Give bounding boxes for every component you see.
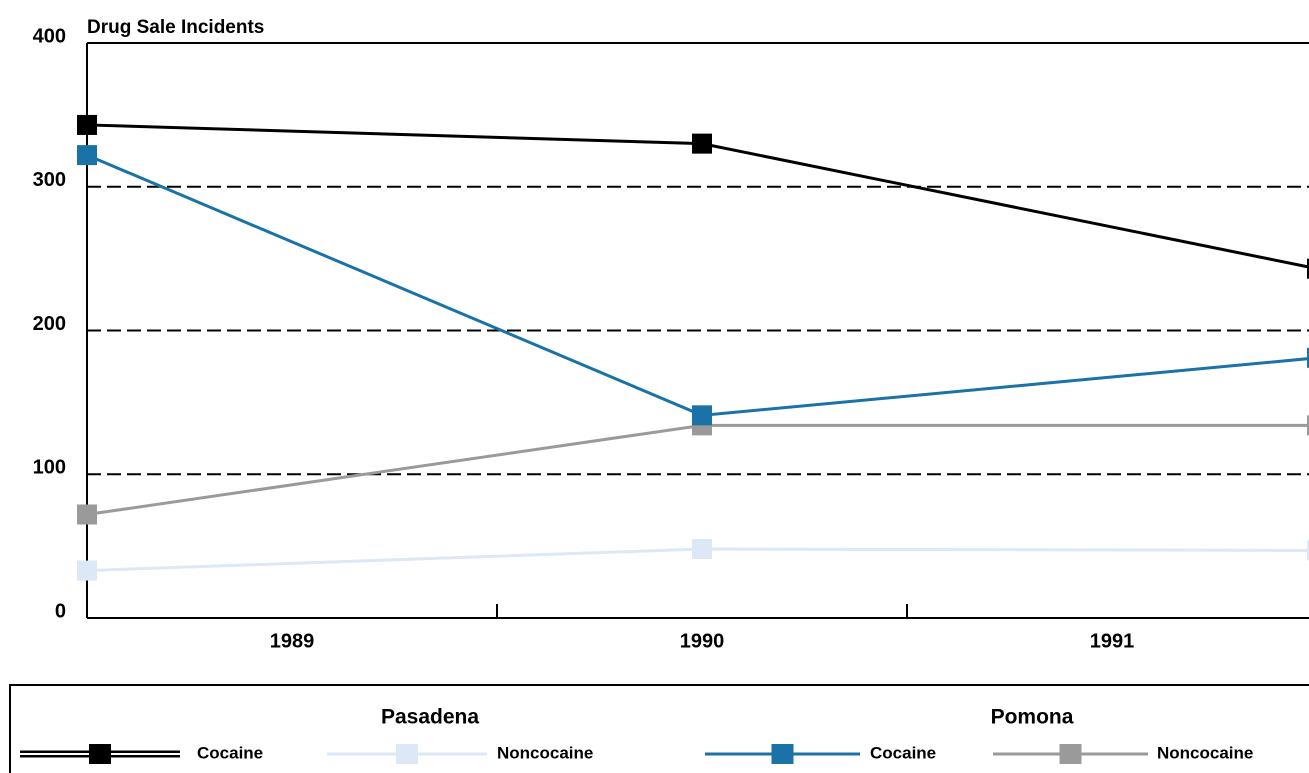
legend-group-title: Pasadena [381,706,479,729]
data-marker [692,405,712,426]
legend-label: Noncocaine [1157,743,1253,762]
x-tick-label: 1989 [270,630,315,652]
legend-marker [89,744,111,764]
legend-marker [771,744,794,764]
data-marker [692,539,712,559]
data-marker [77,504,97,525]
legend-marker [1059,744,1082,764]
x-tick-label: 1990 [680,630,725,652]
y-tick-label: 400 [33,25,66,47]
legend-box [9,684,1309,773]
data-marker [77,114,97,135]
series-line [86,423,1309,516]
legend-group-title: Pomona [991,706,1074,729]
y-tick-label: 300 [33,169,66,191]
y-tick-label: 0 [55,600,66,622]
data-marker [1307,347,1309,368]
data-marker [1307,258,1309,279]
data-marker [77,145,97,166]
y-tick-label: 200 [33,313,66,335]
legend-label: Cocaine [870,743,936,762]
data-marker [1307,540,1309,561]
y-tick-label: 100 [33,457,66,479]
x-tick-label: 1991 [1090,630,1135,652]
data-marker [692,133,712,154]
y-axis-label: Drug Sale Incidents [87,17,264,38]
legend-label: Noncocaine [497,743,593,762]
legend-label: Cocaine [197,743,263,762]
series-line [86,153,1309,417]
legend-marker [396,744,418,764]
data-marker [1307,415,1309,436]
data-marker [77,560,97,581]
